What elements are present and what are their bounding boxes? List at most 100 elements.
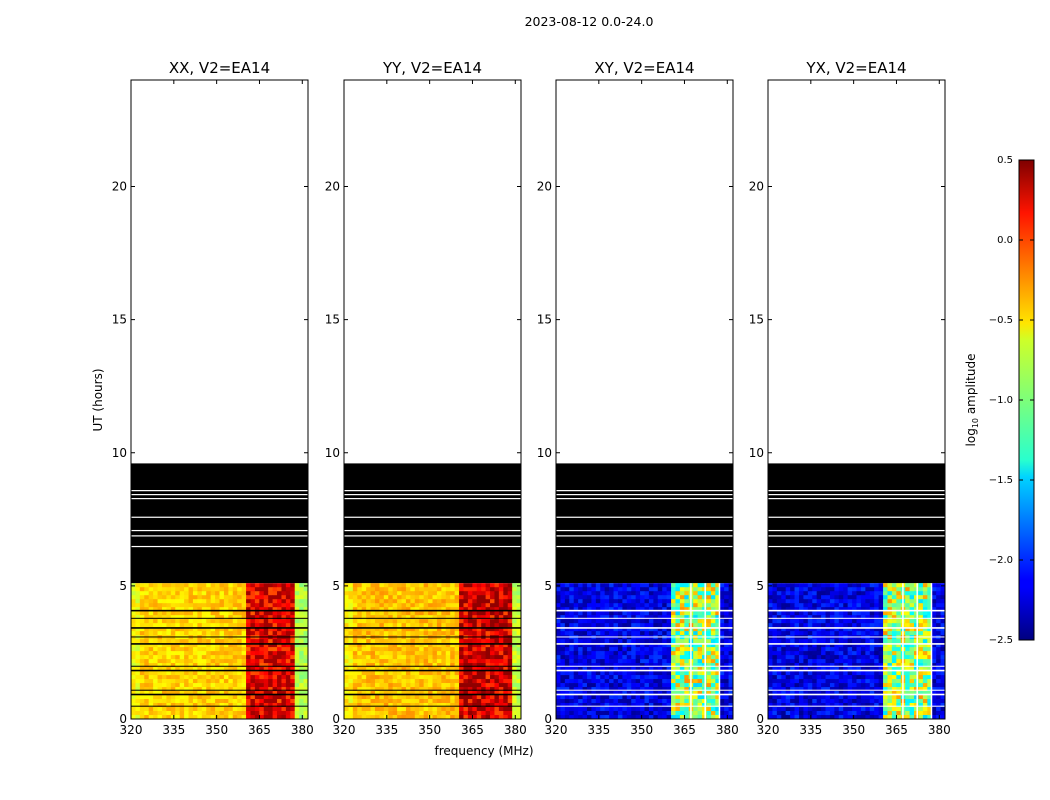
heatmap-cell bbox=[131, 611, 136, 616]
heatmap-cell bbox=[936, 627, 941, 632]
heatmap-cell bbox=[706, 591, 712, 596]
heatmap-cell bbox=[184, 651, 189, 656]
heatmap-cell bbox=[498, 639, 504, 644]
heatmap-cell bbox=[578, 623, 583, 628]
heatmap-cell bbox=[303, 683, 309, 688]
heatmap-cell bbox=[702, 599, 707, 604]
heatmap-cell bbox=[586, 639, 592, 644]
heatmap-cell bbox=[281, 663, 287, 668]
heatmap-cell bbox=[852, 607, 857, 612]
heatmap-cell bbox=[175, 639, 181, 644]
heatmap-cell bbox=[476, 611, 482, 616]
heatmap-cell bbox=[684, 583, 690, 588]
heatmap-cell bbox=[436, 591, 442, 596]
heatmap-cell bbox=[170, 691, 176, 696]
heatmap-cell bbox=[472, 683, 478, 688]
heatmap-cell bbox=[277, 639, 282, 644]
heatmap-cell bbox=[582, 655, 588, 660]
heatmap-cell bbox=[772, 607, 778, 612]
heatmap-cell bbox=[609, 615, 614, 620]
heatmap-cell bbox=[887, 615, 893, 620]
heatmap-cell bbox=[679, 699, 685, 704]
heatmap-cell bbox=[591, 699, 597, 704]
heatmap-cell bbox=[344, 643, 349, 648]
heatmap-cell bbox=[675, 631, 681, 636]
heatmap-cell bbox=[197, 587, 203, 592]
heatmap-cell bbox=[161, 611, 167, 616]
heatmap-cell bbox=[790, 599, 795, 604]
heatmap-cell bbox=[370, 675, 376, 680]
heatmap-cell bbox=[139, 691, 145, 696]
heatmap-cell bbox=[281, 679, 287, 684]
heatmap-cell bbox=[379, 703, 385, 708]
heatmap-cell bbox=[135, 675, 141, 680]
heatmap-cell bbox=[490, 619, 495, 624]
heatmap-cell bbox=[631, 591, 637, 596]
flagged-gap bbox=[768, 516, 945, 518]
heatmap-cell bbox=[794, 603, 800, 608]
heatmap-cell bbox=[232, 595, 238, 600]
heatmap-cell bbox=[829, 639, 835, 644]
heatmap-cell bbox=[675, 671, 681, 676]
heatmap-cell bbox=[135, 603, 141, 608]
heatmap-cell bbox=[428, 595, 433, 600]
heatmap-cell bbox=[299, 639, 304, 644]
flagged-gap bbox=[344, 535, 521, 537]
heatmap-cell bbox=[246, 599, 251, 604]
heatmap-cell bbox=[210, 631, 216, 636]
heatmap-cell bbox=[617, 595, 623, 600]
heatmap-cell bbox=[829, 591, 835, 596]
heatmap-cell bbox=[613, 583, 619, 588]
heatmap-cell bbox=[865, 631, 871, 636]
heatmap-cell bbox=[564, 655, 570, 660]
heatmap-cell bbox=[586, 715, 592, 720]
heatmap-cell bbox=[294, 651, 300, 656]
heatmap-cell bbox=[666, 611, 672, 616]
heatmap-cell bbox=[210, 695, 216, 700]
heatmap-cell bbox=[644, 603, 650, 608]
heatmap-cell bbox=[294, 639, 300, 644]
heatmap-cell bbox=[609, 659, 614, 664]
heatmap-cell bbox=[556, 603, 561, 608]
heatmap-cell bbox=[671, 659, 676, 664]
heatmap-cell bbox=[891, 595, 897, 600]
heatmap-cell bbox=[768, 615, 773, 620]
heatmap-cell bbox=[219, 647, 225, 652]
heatmap-cell bbox=[472, 611, 478, 616]
heatmap-cell bbox=[564, 691, 570, 696]
heatmap-cell bbox=[825, 583, 831, 588]
heatmap-cell bbox=[246, 623, 251, 628]
heatmap-cell bbox=[277, 667, 282, 672]
heatmap-cell bbox=[578, 595, 583, 600]
heatmap-cell bbox=[648, 663, 654, 668]
heatmap-cell bbox=[459, 619, 464, 624]
heatmap-cell bbox=[454, 683, 460, 688]
heatmap-cell bbox=[816, 639, 822, 644]
gap-line bbox=[131, 643, 308, 645]
heatmap-cell bbox=[472, 691, 478, 696]
heatmap-cell bbox=[184, 619, 189, 624]
heatmap-cell bbox=[927, 627, 933, 632]
heatmap-cell bbox=[383, 607, 389, 612]
heatmap-cell bbox=[635, 639, 641, 644]
heatmap-cell bbox=[450, 699, 456, 704]
heatmap-cell bbox=[485, 703, 491, 708]
heatmap-cell bbox=[445, 663, 451, 668]
heatmap-cell bbox=[724, 695, 729, 700]
heatmap-cell bbox=[379, 607, 385, 612]
heatmap-cell bbox=[374, 587, 380, 592]
heatmap-cell bbox=[591, 679, 597, 684]
heatmap-cell bbox=[595, 603, 601, 608]
heatmap-cell bbox=[370, 663, 376, 668]
heatmap-cell bbox=[206, 655, 212, 660]
heatmap-cell bbox=[459, 679, 464, 684]
heatmap-cell bbox=[472, 623, 478, 628]
heatmap-cell bbox=[693, 691, 698, 696]
heatmap-cell bbox=[344, 611, 349, 616]
heatmap-cell bbox=[192, 631, 198, 636]
heatmap-cell bbox=[153, 691, 158, 696]
heatmap-cell bbox=[290, 599, 296, 604]
heatmap-cell bbox=[454, 607, 460, 612]
heatmap-cell bbox=[459, 707, 464, 712]
heatmap-cell bbox=[626, 627, 632, 632]
